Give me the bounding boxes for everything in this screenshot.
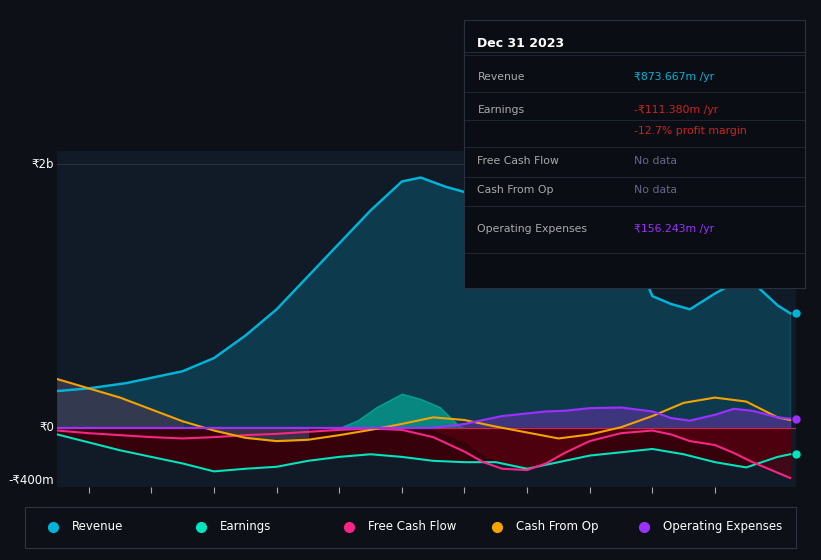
Text: ₹156.243m /yr: ₹156.243m /yr xyxy=(635,224,714,234)
Text: ₹2b: ₹2b xyxy=(31,158,54,171)
Text: Earnings: Earnings xyxy=(220,520,272,533)
Text: Operating Expenses: Operating Expenses xyxy=(478,224,588,234)
Text: -₹400m: -₹400m xyxy=(8,474,54,487)
Text: ₹873.667m /yr: ₹873.667m /yr xyxy=(635,72,714,82)
Text: Operating Expenses: Operating Expenses xyxy=(663,520,782,533)
Text: Revenue: Revenue xyxy=(72,520,124,533)
Text: -12.7% profit margin: -12.7% profit margin xyxy=(635,126,747,136)
Text: Free Cash Flow: Free Cash Flow xyxy=(478,156,559,166)
Text: No data: No data xyxy=(635,185,677,195)
Text: -₹111.380m /yr: -₹111.380m /yr xyxy=(635,105,718,115)
Text: Cash From Op: Cash From Op xyxy=(478,185,554,195)
Text: No data: No data xyxy=(635,156,677,166)
Text: Cash From Op: Cash From Op xyxy=(516,520,598,533)
Text: Free Cash Flow: Free Cash Flow xyxy=(368,520,456,533)
Text: Earnings: Earnings xyxy=(478,105,525,115)
Text: Revenue: Revenue xyxy=(478,72,525,82)
Bar xyxy=(25,507,796,548)
Text: ₹0: ₹0 xyxy=(39,422,54,435)
Text: Dec 31 2023: Dec 31 2023 xyxy=(478,37,565,50)
